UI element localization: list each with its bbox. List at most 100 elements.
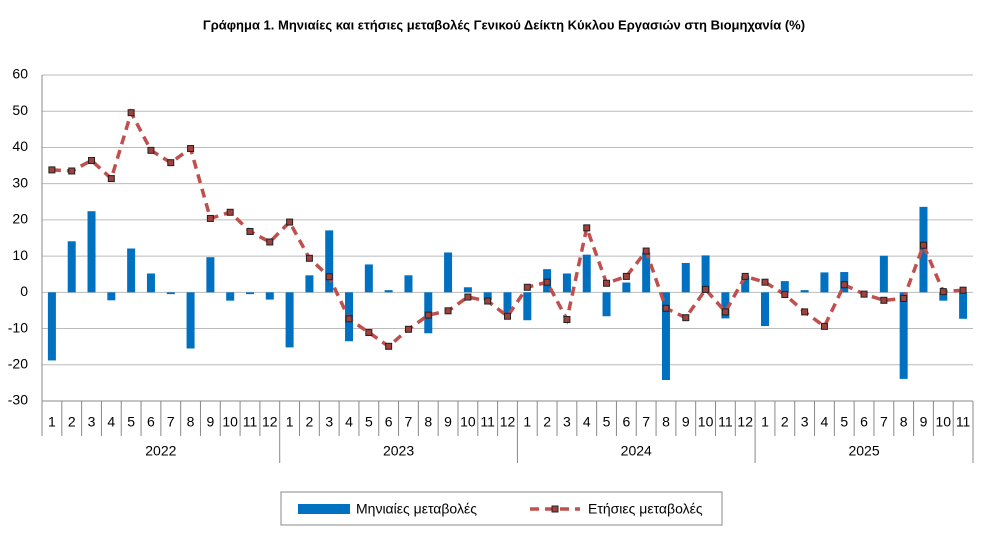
y-tick-label: 50 <box>12 102 28 118</box>
bar <box>899 292 908 379</box>
marker <box>721 308 729 316</box>
bar <box>582 254 591 293</box>
bar <box>305 275 314 293</box>
x-group-label: 2025 <box>848 443 879 459</box>
legend-label: Ετήσιες μεταβολές <box>588 501 703 517</box>
marker <box>404 325 412 333</box>
bar <box>463 287 472 293</box>
marker <box>286 218 294 226</box>
x-tick-label: 11 <box>956 414 971 430</box>
marker <box>939 288 947 296</box>
bar <box>483 292 492 301</box>
x-tick-label: 11 <box>243 414 258 430</box>
marker <box>424 311 432 319</box>
x-tick-label: 8 <box>662 414 670 430</box>
marker <box>88 156 96 164</box>
y-tick-label: 20 <box>12 211 28 227</box>
marker <box>682 314 690 322</box>
bar <box>800 290 809 293</box>
x-tick-label: 5 <box>603 414 611 430</box>
x-tick-label: 6 <box>622 414 630 430</box>
marker <box>305 254 313 262</box>
x-tick-label: 10 <box>698 414 714 430</box>
y-tick-label: 10 <box>12 247 28 263</box>
bar <box>206 257 215 293</box>
legend-box <box>280 491 723 526</box>
x-tick-label: 6 <box>860 414 868 430</box>
marker <box>266 238 274 246</box>
bar <box>780 281 789 293</box>
marker <box>127 109 135 117</box>
bar <box>226 292 235 301</box>
x-tick-label: 2 <box>543 414 551 430</box>
bar <box>146 273 155 293</box>
bar <box>166 292 175 295</box>
marker <box>880 296 888 304</box>
x-tick-label: 5 <box>127 414 135 430</box>
x-tick-label: 10 <box>222 414 238 430</box>
marker <box>226 208 234 216</box>
x-tick-label: 4 <box>821 414 829 430</box>
bar <box>622 282 631 293</box>
marker <box>662 304 670 312</box>
x-tick-label: 6 <box>147 414 155 430</box>
bar <box>879 255 888 293</box>
x-tick-label: 3 <box>325 414 333 430</box>
x-tick-label: 1 <box>286 414 294 430</box>
legend-swatch <box>551 505 559 513</box>
x-tick-label: 1 <box>48 414 56 430</box>
marker <box>563 316 571 323</box>
marker <box>919 241 927 249</box>
bar <box>701 255 710 293</box>
bar <box>761 292 770 327</box>
bar <box>503 292 512 315</box>
x-tick-label: 10 <box>935 414 951 430</box>
marker <box>622 272 630 280</box>
marker <box>801 308 809 316</box>
marker <box>147 146 155 154</box>
x-tick-label: 6 <box>385 414 393 430</box>
bar <box>404 275 413 293</box>
marker <box>543 278 551 286</box>
bar <box>444 252 453 293</box>
marker <box>642 247 650 255</box>
x-tick-label: 2 <box>68 414 76 430</box>
x-tick-label: 7 <box>405 414 413 430</box>
marker <box>325 273 333 281</box>
marker <box>504 312 511 320</box>
x-tick-label: 2 <box>306 414 314 430</box>
bar <box>384 290 393 293</box>
marker <box>702 285 710 293</box>
marker <box>820 322 828 330</box>
x-tick-label: 10 <box>460 414 476 430</box>
bar <box>661 292 670 380</box>
marker <box>484 297 492 305</box>
marker <box>246 227 254 235</box>
x-tick-label: 4 <box>345 414 353 430</box>
bar <box>959 292 968 319</box>
x-tick-label: 12 <box>737 414 753 430</box>
x-tick-label: 7 <box>642 414 650 430</box>
marker <box>860 290 868 298</box>
marker <box>206 214 214 222</box>
x-tick-label: 3 <box>88 414 96 430</box>
marker <box>365 329 373 337</box>
marker <box>48 166 56 174</box>
legend-label: Μηνιαίες μεταβολές <box>356 501 477 517</box>
x-tick-label: 4 <box>107 414 115 430</box>
y-tick-label: 30 <box>12 174 28 190</box>
marker <box>840 281 848 289</box>
marker <box>385 342 393 350</box>
y-tick-label: 60 <box>12 66 28 82</box>
bar <box>602 292 611 317</box>
marker <box>900 294 908 302</box>
marker <box>464 293 472 301</box>
x-tick-label: 5 <box>840 414 848 430</box>
bar <box>186 292 195 349</box>
y-tick-label: -30 <box>8 392 28 408</box>
bar <box>364 264 373 293</box>
bar <box>127 248 136 293</box>
x-tick-label: 9 <box>682 414 690 430</box>
marker <box>583 224 591 232</box>
